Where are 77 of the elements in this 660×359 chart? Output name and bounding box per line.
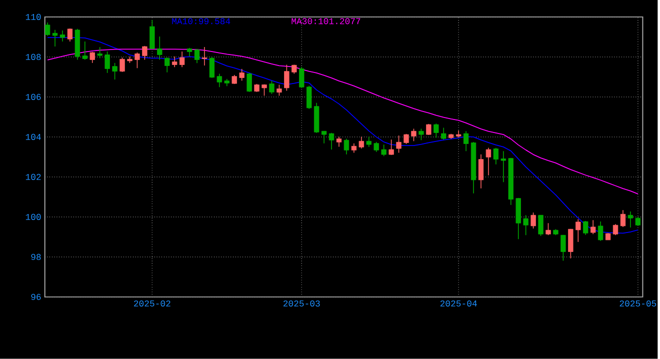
candlestick <box>620 210 626 228</box>
candlestick <box>60 30 66 42</box>
x-tick-label: 2025-05 <box>620 300 656 307</box>
candlestick <box>590 220 596 235</box>
x-tick-label: 2025-02 <box>134 300 170 307</box>
candlestick <box>493 148 499 165</box>
candlestick <box>328 132 334 150</box>
y-tick-label: 110 <box>26 14 41 20</box>
candlestick <box>418 128 424 141</box>
candlestick <box>284 64 290 92</box>
candlestick <box>546 222 551 236</box>
candlestick <box>388 139 394 156</box>
y-tick-label: 106 <box>26 94 41 100</box>
candlestick <box>560 234 566 262</box>
candlestick <box>411 128 416 142</box>
candlestick <box>172 56 178 68</box>
candlestick <box>90 52 95 64</box>
candlestick <box>404 134 409 144</box>
candlestick <box>441 127 446 140</box>
candlestick <box>164 57 170 73</box>
candlestick <box>97 46 102 59</box>
candlestick <box>134 52 140 69</box>
candlestick <box>194 48 200 64</box>
y-tick-label: 96 <box>31 294 41 300</box>
candlestick <box>202 46 208 66</box>
candlestick <box>321 130 327 144</box>
candlestick <box>538 214 544 236</box>
candlestick <box>358 136 364 150</box>
y-tick-label: 102 <box>26 174 41 180</box>
candlestick <box>239 68 244 82</box>
candlestick <box>246 72 252 92</box>
candlestick <box>523 214 528 236</box>
candlestick <box>82 41 88 60</box>
candlestick <box>269 80 274 94</box>
candlestick <box>306 86 312 110</box>
candlestick <box>583 220 588 236</box>
y-tick-label: 98 <box>31 254 41 260</box>
text: MA30:101.2077 <box>292 18 360 24</box>
y-tick-label: 104 <box>26 134 41 140</box>
candlestick <box>67 28 73 42</box>
candlestick <box>179 51 185 68</box>
candlestick <box>486 147 492 176</box>
candlestick <box>104 51 110 74</box>
candlestick <box>628 211 634 228</box>
candlestick <box>157 36 162 60</box>
candlestick <box>463 130 469 152</box>
candlestick <box>500 150 506 183</box>
y-tick-label: 100 <box>26 214 41 220</box>
candlestick <box>120 57 125 72</box>
candlestick <box>209 56 215 78</box>
candlestick <box>216 73 222 88</box>
x-tick-label: 2025-03 <box>283 300 320 307</box>
candlestick <box>396 135 402 154</box>
candlestick <box>612 224 618 236</box>
candlestick <box>344 138 350 155</box>
x-tick-label: 2025-04 <box>440 300 477 307</box>
candlestick <box>150 20 155 50</box>
candlestick <box>598 221 604 242</box>
candlestick <box>351 143 357 154</box>
candlestick <box>142 46 148 60</box>
text: MA10:99.584 <box>172 18 230 24</box>
candlestick <box>336 136 342 148</box>
candlestick <box>276 84 282 96</box>
candlestick <box>635 216 641 226</box>
candlestick <box>374 142 379 152</box>
candlestick <box>568 228 574 259</box>
candlestick <box>530 212 536 230</box>
candlestick <box>576 218 581 242</box>
candlestick <box>44 22 50 36</box>
y-tick-label: 108 <box>26 54 41 60</box>
candlestick <box>299 66 304 88</box>
candlestick <box>478 154 484 189</box>
candlestick <box>366 136 372 148</box>
candlestick <box>434 123 439 138</box>
candlestick <box>381 144 386 157</box>
candlestick <box>112 62 118 80</box>
candlestick <box>52 30 58 48</box>
